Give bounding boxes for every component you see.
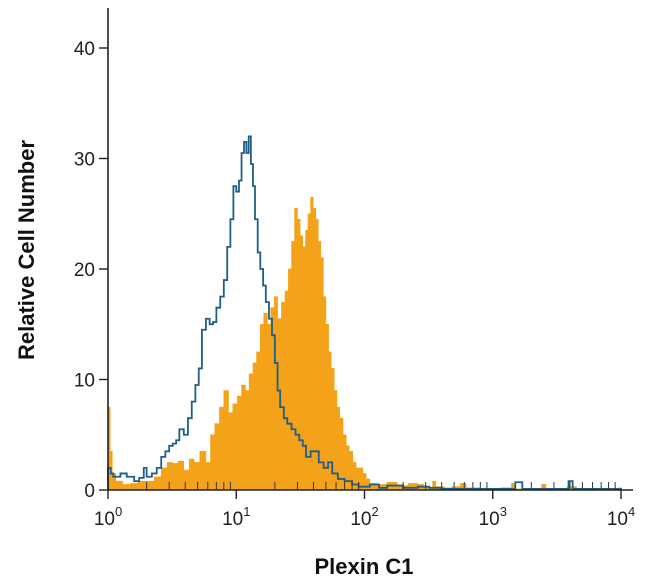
x-tick-label: 102 [350,504,378,530]
x-axis-title: Plexin C1 [314,554,413,579]
y-axis-title: Relative Cell Number [14,140,39,361]
x-tick-label: 101 [222,504,250,530]
plot-series [107,135,622,491]
y-tick-label: 40 [74,39,95,60]
y-tick-label: 10 [74,371,95,392]
series-outline-histogram [107,135,622,490]
axes [99,8,633,499]
tick-labels: 0 10 20 30 40 100 101 102 103 104 [74,39,635,530]
x-tick-label: 104 [607,504,635,530]
y-tick-label: 20 [74,260,95,281]
y-tick-label: 0 [84,481,95,502]
x-tick-label: 100 [94,504,122,530]
y-tick-label: 30 [74,150,95,171]
series-filled-histogram [107,196,622,491]
x-tick-label: 103 [479,504,507,530]
